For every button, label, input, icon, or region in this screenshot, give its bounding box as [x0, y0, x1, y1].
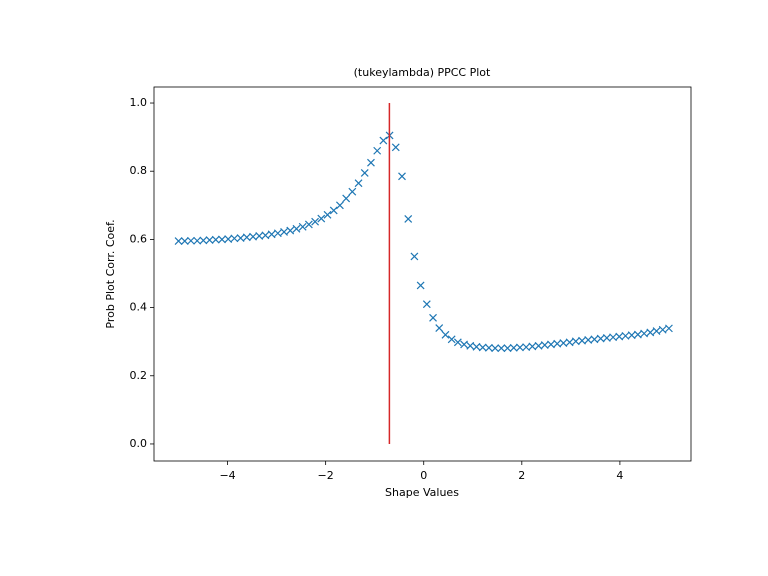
marker — [187, 236, 195, 245]
marker — [633, 330, 642, 339]
marker — [460, 340, 469, 349]
marker — [242, 233, 251, 242]
marker — [466, 341, 475, 350]
marker — [174, 237, 183, 246]
marker — [491, 344, 500, 353]
marker — [342, 194, 351, 203]
marker — [615, 332, 624, 341]
marker — [422, 300, 431, 309]
marker — [317, 214, 326, 223]
marker — [398, 172, 406, 181]
marker — [484, 343, 493, 352]
marker — [416, 281, 425, 290]
marker — [646, 328, 655, 337]
marker — [658, 325, 667, 334]
marker — [503, 344, 512, 353]
marker — [360, 168, 369, 177]
marker — [404, 215, 413, 223]
marker — [311, 217, 320, 226]
marker — [367, 158, 375, 167]
marker — [230, 234, 239, 243]
marker — [280, 227, 288, 236]
marker — [373, 146, 382, 155]
marker — [261, 231, 270, 240]
marker — [652, 327, 661, 336]
marker — [391, 143, 400, 152]
marker — [249, 232, 257, 241]
x-tick-label: 4 — [616, 469, 623, 482]
marker — [298, 222, 307, 231]
chart-title: (tukeylambda) PPCC Plot — [354, 66, 491, 79]
marker — [478, 343, 487, 352]
marker — [205, 236, 214, 245]
marker — [640, 329, 649, 338]
marker — [180, 237, 189, 246]
marker — [453, 338, 462, 347]
marker — [441, 330, 450, 339]
marker — [547, 340, 555, 349]
marker — [665, 324, 673, 333]
marker — [571, 337, 580, 346]
marker — [335, 201, 344, 210]
marker — [267, 230, 276, 239]
marker — [621, 331, 630, 340]
y-tick-label: 0.2 — [130, 369, 148, 382]
marker — [429, 313, 437, 322]
marker — [211, 235, 220, 244]
marker — [509, 343, 518, 352]
marker — [528, 342, 537, 351]
marker — [447, 335, 456, 344]
marker — [565, 338, 574, 347]
x-axis-label: Shape Values — [385, 486, 459, 499]
x-tick-label: 2 — [518, 469, 525, 482]
marker — [410, 252, 419, 261]
y-axis-label: Prob Plot Corr. Coef. — [104, 219, 117, 328]
marker — [602, 333, 611, 342]
marker — [590, 335, 599, 344]
marker — [304, 220, 313, 229]
y-tick-label: 0.8 — [130, 164, 148, 177]
marker — [516, 343, 524, 352]
y-tick-label: 1.0 — [130, 96, 148, 109]
y-tick-label: 0.4 — [130, 301, 148, 314]
marker — [559, 339, 568, 347]
marker — [472, 342, 481, 351]
marker — [273, 229, 282, 238]
x-tick-label: −2 — [318, 469, 334, 482]
marker — [435, 324, 444, 332]
y-tick-label: 0.6 — [130, 232, 148, 245]
marker — [584, 336, 593, 344]
x-tick-label: 0 — [420, 469, 427, 482]
marker — [323, 210, 332, 219]
marker — [199, 236, 208, 245]
marker — [540, 341, 549, 350]
marker — [348, 187, 357, 196]
plot-frame — [153, 86, 692, 462]
marker — [218, 235, 226, 244]
marker — [286, 226, 295, 235]
x-tick-label: −4 — [219, 469, 235, 482]
marker — [193, 236, 202, 245]
marker — [329, 206, 338, 215]
marker — [292, 224, 301, 233]
marker — [497, 344, 506, 353]
marker — [379, 136, 388, 145]
y-tick-label: 0.0 — [130, 437, 148, 450]
marker — [354, 179, 363, 188]
